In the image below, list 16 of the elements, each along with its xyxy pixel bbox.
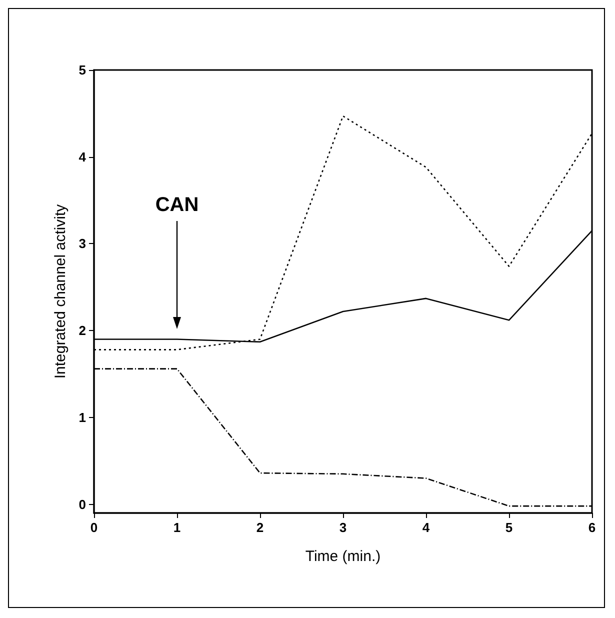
x-tick-label: 6 <box>588 520 596 535</box>
y-axis-title: Integrated channel activity <box>52 204 69 379</box>
y-tick-label: 2 <box>78 323 86 338</box>
x-tick-label: 0 <box>90 520 98 535</box>
x-axis-title: Time (min.) <box>305 548 381 565</box>
y-tick-label: 4 <box>78 149 87 164</box>
x-tick-label: 5 <box>505 520 513 535</box>
annotation: CAN <box>155 194 199 216</box>
x-tick-label: 2 <box>256 520 264 535</box>
x-tick-label: 1 <box>173 520 181 535</box>
y-tick-label: 3 <box>78 236 86 252</box>
y-tick-label: 1 <box>78 410 86 425</box>
x-tick-label: 3 <box>339 520 347 535</box>
y-tick-label: 0 <box>78 496 86 512</box>
x-tick-label: 4 <box>422 520 430 535</box>
y-tick-label: 5 <box>78 62 86 78</box>
